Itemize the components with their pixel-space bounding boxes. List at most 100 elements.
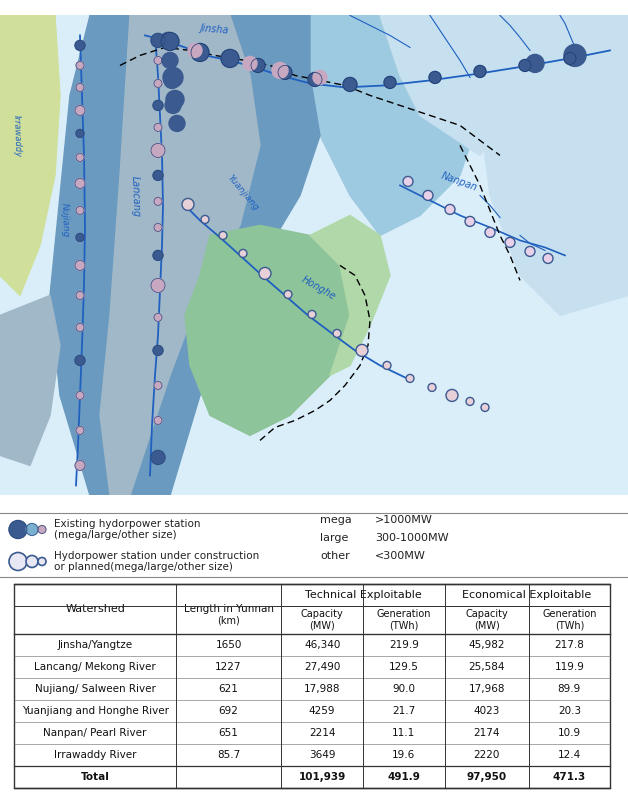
Circle shape: [384, 76, 396, 89]
Text: 2214: 2214: [309, 728, 335, 738]
Circle shape: [154, 417, 162, 425]
Circle shape: [191, 44, 209, 62]
Circle shape: [308, 72, 322, 86]
Circle shape: [308, 310, 316, 318]
Text: Yuanjiang and Honghe River: Yuanjiang and Honghe River: [21, 706, 169, 716]
Circle shape: [153, 101, 163, 110]
Circle shape: [465, 216, 475, 227]
Polygon shape: [380, 15, 520, 155]
Circle shape: [284, 291, 292, 299]
Text: 85.7: 85.7: [217, 750, 240, 760]
Text: >1000MW: >1000MW: [375, 516, 433, 525]
Text: 4259: 4259: [309, 706, 335, 716]
Text: Total: Total: [80, 772, 109, 782]
Text: 129.5: 129.5: [389, 662, 419, 672]
Text: large: large: [320, 534, 349, 543]
Circle shape: [154, 314, 162, 322]
Circle shape: [154, 382, 162, 390]
Circle shape: [38, 558, 46, 565]
Circle shape: [162, 52, 178, 68]
Circle shape: [154, 56, 162, 64]
Text: 300-1000MW: 300-1000MW: [375, 534, 448, 543]
Circle shape: [160, 32, 176, 48]
Circle shape: [76, 391, 84, 399]
Text: 17,988: 17,988: [304, 684, 340, 694]
Circle shape: [272, 63, 288, 78]
Circle shape: [153, 170, 163, 181]
Text: 97,950: 97,950: [467, 772, 507, 782]
Circle shape: [75, 261, 85, 270]
Text: Capacity
(MW): Capacity (MW): [301, 609, 344, 631]
Text: Length in Yunnan: Length in Yunnan: [183, 604, 274, 614]
Text: Technical Exploitable: Technical Exploitable: [305, 590, 421, 600]
Text: Honghe: Honghe: [300, 275, 338, 303]
Text: Nujiang/ Salween River: Nujiang/ Salween River: [35, 684, 156, 694]
Text: 12.4: 12.4: [558, 750, 581, 760]
Circle shape: [564, 52, 576, 64]
Text: Existing hydorpower station
(mega/large/other size): Existing hydorpower station (mega/large/…: [54, 519, 200, 540]
Polygon shape: [0, 15, 60, 295]
Text: 471.3: 471.3: [553, 772, 586, 782]
Text: 219.9: 219.9: [389, 640, 419, 650]
Circle shape: [429, 71, 441, 83]
Circle shape: [221, 49, 239, 67]
Text: 2220: 2220: [474, 750, 500, 760]
Circle shape: [38, 525, 46, 534]
Circle shape: [243, 56, 257, 70]
Circle shape: [428, 383, 436, 391]
Text: other: other: [320, 551, 350, 562]
Circle shape: [564, 44, 586, 67]
Circle shape: [343, 78, 357, 91]
Circle shape: [154, 223, 162, 231]
Circle shape: [403, 177, 413, 186]
Text: Nujiang: Nujiang: [60, 203, 70, 238]
Circle shape: [76, 83, 84, 91]
Circle shape: [26, 555, 38, 568]
Circle shape: [75, 178, 85, 188]
Text: <300MW: <300MW: [375, 551, 426, 562]
Text: 90.0: 90.0: [392, 684, 415, 694]
Circle shape: [76, 62, 84, 70]
Polygon shape: [310, 15, 490, 235]
Circle shape: [313, 70, 327, 85]
Text: 21.7: 21.7: [392, 706, 415, 716]
Text: Irrawaddy River: Irrawaddy River: [54, 750, 136, 760]
Text: 119.9: 119.9: [555, 662, 584, 672]
Text: 1227: 1227: [215, 662, 242, 672]
Text: mega: mega: [320, 516, 352, 525]
Text: Jinsha: Jinsha: [200, 23, 230, 36]
Text: Nanpan: Nanpan: [440, 170, 479, 192]
Polygon shape: [185, 226, 350, 436]
Circle shape: [76, 323, 84, 331]
Text: (km): (km): [217, 615, 240, 625]
Text: 4023: 4023: [474, 706, 500, 716]
Text: Generation
(TWh): Generation (TWh): [542, 609, 597, 631]
Circle shape: [154, 79, 162, 87]
Polygon shape: [100, 15, 260, 496]
Text: 491.9: 491.9: [387, 772, 420, 782]
Circle shape: [543, 253, 553, 264]
Text: 1650: 1650: [215, 640, 242, 650]
Text: Generation
(TWh): Generation (TWh): [377, 609, 431, 631]
Text: 217.8: 217.8: [555, 640, 584, 650]
Circle shape: [474, 66, 486, 78]
Circle shape: [406, 375, 414, 383]
Circle shape: [165, 97, 181, 113]
Circle shape: [76, 426, 84, 435]
Circle shape: [161, 32, 179, 51]
Circle shape: [251, 59, 265, 72]
Circle shape: [9, 553, 27, 570]
Text: Irrawaddy: Irrawaddy: [12, 115, 23, 158]
Text: 45,982: 45,982: [468, 640, 505, 650]
Circle shape: [76, 234, 84, 242]
Circle shape: [76, 129, 84, 138]
Circle shape: [525, 246, 535, 257]
Circle shape: [356, 345, 368, 356]
Circle shape: [75, 40, 85, 51]
Text: 20.3: 20.3: [558, 706, 581, 716]
Circle shape: [151, 451, 165, 464]
Text: Lancang/ Mekong River: Lancang/ Mekong River: [35, 662, 156, 672]
Text: 692: 692: [219, 706, 239, 716]
Text: 11.1: 11.1: [392, 728, 415, 738]
Circle shape: [76, 154, 84, 162]
